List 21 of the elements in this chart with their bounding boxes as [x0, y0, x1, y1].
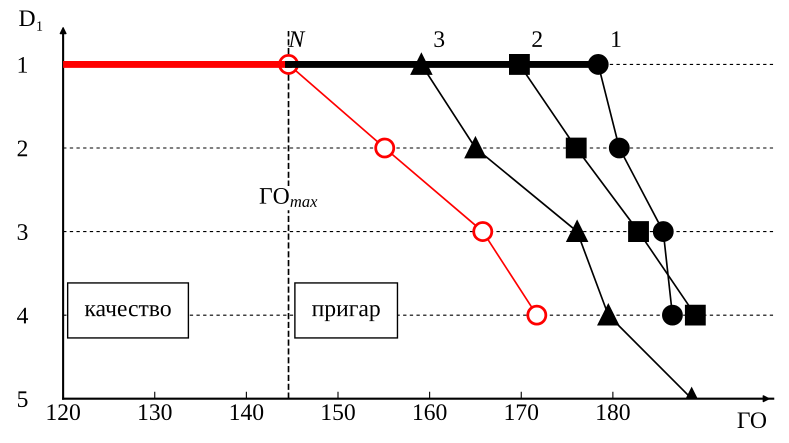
y-tick-label: 3: [18, 224, 28, 240]
y-axis-title: D₁: [19, 10, 42, 31]
x-tick-label: 130: [139, 404, 172, 420]
x-tick-label: 140: [230, 404, 264, 420]
annotation: пригар: [312, 305, 380, 322]
annotation: N: [288, 31, 306, 47]
x-tick-label: 170: [506, 404, 538, 420]
x-tick-label: 120: [47, 404, 80, 420]
y-tick-label: 1: [18, 57, 27, 73]
series-label: 3: [434, 31, 444, 48]
x-tick-label: 150: [322, 404, 355, 420]
ref-line-label: ГО$_{max}$: [260, 188, 318, 208]
x-tick-label: 160: [414, 404, 446, 420]
x-tick-label: 180: [597, 404, 630, 420]
annotation: качество: [84, 305, 171, 316]
y-tick-label: 4: [17, 308, 28, 324]
series-label: 2: [532, 31, 542, 47]
x-axis-title: ГО: [738, 412, 766, 428]
y-tick-label: 5: [18, 391, 28, 408]
y-tick-label: 2: [18, 140, 28, 156]
series-label: 1: [612, 31, 621, 47]
